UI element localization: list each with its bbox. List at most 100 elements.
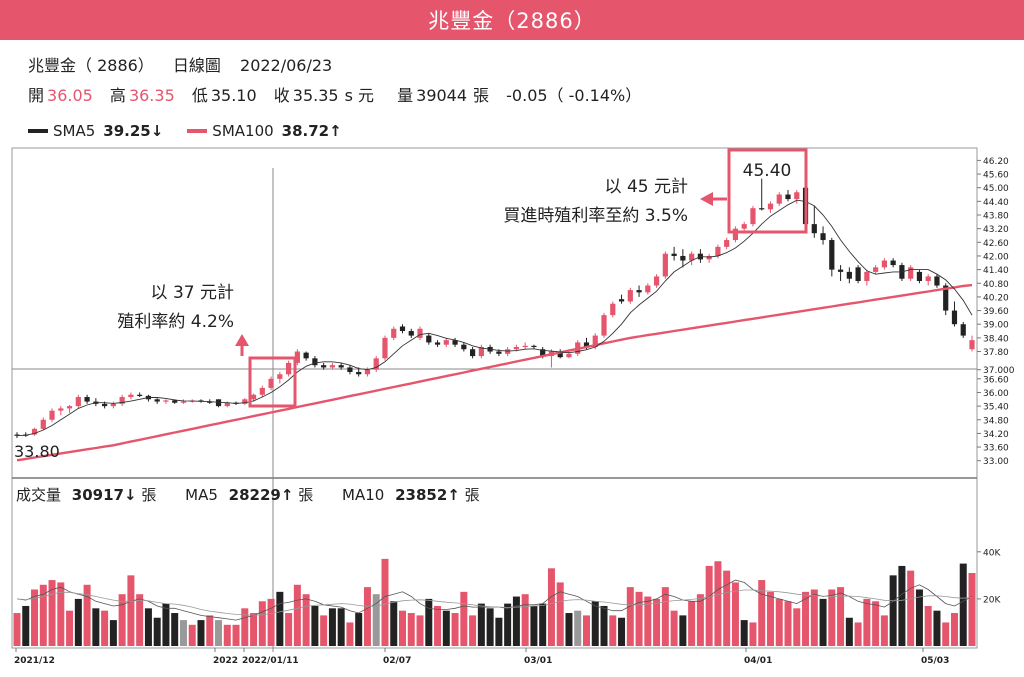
volume-bar bbox=[775, 598, 783, 646]
ma-legend: SMA5 39.25↓ SMA100 38.72↑ bbox=[28, 122, 366, 140]
volume-bar bbox=[92, 608, 100, 646]
volume-bar bbox=[337, 608, 345, 646]
sma5-label: SMA5 bbox=[53, 122, 96, 140]
candle-body bbox=[268, 378, 274, 388]
candle-body bbox=[496, 351, 502, 354]
chart-period: 日線圖 bbox=[172, 56, 221, 75]
price-tick-label: 36.60 bbox=[983, 375, 1009, 385]
low-label: 低 bbox=[191, 86, 208, 105]
volume-bar bbox=[109, 620, 117, 646]
ohlc-line: 開 36.05 高 36.35 低 35.10 收 35.35 s 元 量 39044 張 -… bbox=[28, 82, 653, 106]
volume-bar bbox=[530, 605, 538, 646]
volume-bar bbox=[346, 622, 354, 646]
volume-bar bbox=[512, 596, 520, 646]
candle-body bbox=[478, 346, 484, 357]
candle-body bbox=[163, 400, 169, 402]
candle-body bbox=[102, 403, 108, 407]
candle-body bbox=[724, 240, 730, 247]
volume-bar bbox=[197, 620, 205, 646]
volume-bar bbox=[784, 601, 792, 646]
price-tick-label: 44.40 bbox=[983, 198, 1009, 208]
time-tick-label: 04/01 bbox=[744, 656, 772, 666]
volume-legend-text: 成交量 30917↓ 張 MA5 28229↑ 張 MA10 23852↑ 張 bbox=[16, 486, 480, 504]
candle-body bbox=[960, 324, 966, 336]
candle-body bbox=[540, 349, 546, 357]
sma5-value: 39.25↓ bbox=[103, 122, 164, 140]
volume-bar bbox=[241, 608, 249, 646]
volume-bar bbox=[66, 610, 74, 646]
candle-body bbox=[829, 240, 835, 270]
vol-ma10-value: 23852↑ bbox=[395, 486, 460, 504]
volume-bar bbox=[153, 617, 161, 646]
volume-axis: 40K 20K bbox=[977, 548, 1001, 605]
time-axis: 2021/12 2022 2022/01/11 02/07 03/01 04/01 05/0… bbox=[14, 648, 949, 666]
volume-bar bbox=[933, 610, 941, 646]
candle-body bbox=[513, 346, 520, 350]
volume-bar bbox=[57, 582, 65, 646]
price-tick-label: 39.00 bbox=[983, 321, 1009, 331]
candle-body bbox=[811, 224, 817, 234]
price-tick-label: 40.80 bbox=[983, 280, 1009, 290]
volume-ma10-line bbox=[16, 589, 973, 616]
volume-bar bbox=[416, 615, 424, 646]
volume-bar bbox=[644, 596, 652, 646]
volume-bar bbox=[83, 584, 91, 646]
stock-name: 兆豐金（ 2886） bbox=[28, 56, 154, 75]
volume-bar bbox=[793, 608, 801, 646]
candle-body bbox=[180, 401, 187, 403]
volume-bar bbox=[723, 570, 731, 646]
volume-bar bbox=[802, 591, 810, 646]
candle-body bbox=[750, 208, 756, 225]
open-label: 開 bbox=[28, 86, 45, 105]
volume-bar bbox=[924, 605, 932, 646]
candle-body bbox=[943, 285, 949, 311]
volume-bar bbox=[179, 620, 187, 646]
candle-body bbox=[250, 394, 257, 400]
stock-info-line: 兆豐金（ 2886） 日線圖 2022/06/23 bbox=[28, 52, 346, 76]
volume-bar bbox=[302, 594, 310, 646]
candle-body bbox=[653, 276, 660, 286]
candle-body bbox=[522, 345, 528, 348]
candle-body bbox=[31, 428, 38, 435]
volume-bar bbox=[434, 605, 442, 646]
volume-bar bbox=[618, 617, 626, 646]
vol-ma10-unit: 張 bbox=[465, 486, 480, 504]
volume-bar bbox=[127, 575, 135, 646]
annotation-left-line1: 以 37 元計 bbox=[151, 283, 234, 303]
volume-bar bbox=[653, 598, 661, 646]
volume-bar bbox=[591, 601, 599, 646]
legend-sma5: SMA5 39.25↓ bbox=[28, 122, 163, 140]
time-tick-label: 2021/12 bbox=[14, 656, 55, 666]
time-tick-label: 2022 bbox=[213, 656, 238, 666]
candle-body bbox=[934, 276, 940, 286]
crosshair bbox=[12, 168, 977, 652]
annotation-right-line2: 買進時殖利率至約 3.5% bbox=[503, 206, 688, 226]
candle-body bbox=[881, 260, 887, 268]
volume-label: 量 bbox=[397, 86, 414, 105]
candle-body bbox=[461, 344, 467, 350]
low-value: 35.10 bbox=[210, 86, 257, 105]
volume-bar bbox=[863, 598, 871, 646]
price-tick-label: 40.20 bbox=[983, 293, 1009, 303]
candle-body bbox=[321, 365, 327, 368]
volume-tick-label: 40K bbox=[983, 548, 1001, 558]
price-axis: 46.20 45.60 45.00 44.40 43.80 43.20 42.60 42.00… bbox=[977, 157, 1015, 467]
open-value: 36.05 bbox=[47, 86, 93, 105]
volume-bar bbox=[714, 561, 722, 646]
candle-body bbox=[417, 328, 423, 338]
candle-body bbox=[864, 271, 870, 281]
candle-body bbox=[242, 399, 248, 404]
volume-tick-label: 20K bbox=[983, 595, 1001, 605]
highlight-box-left bbox=[248, 356, 297, 408]
candle-body bbox=[66, 406, 73, 409]
volume-bar bbox=[31, 589, 39, 646]
candle-body bbox=[785, 194, 791, 200]
annotation-left-line2: 殖利率約 4.2% bbox=[117, 312, 234, 332]
candle-body bbox=[715, 246, 721, 256]
chart-date: 2022/06/23 bbox=[240, 56, 333, 75]
price-tick-label: 42.60 bbox=[983, 239, 1009, 249]
candle-body bbox=[820, 233, 826, 241]
volume-bar bbox=[845, 617, 853, 646]
candle-body bbox=[671, 253, 677, 256]
volume-bar bbox=[399, 610, 407, 646]
